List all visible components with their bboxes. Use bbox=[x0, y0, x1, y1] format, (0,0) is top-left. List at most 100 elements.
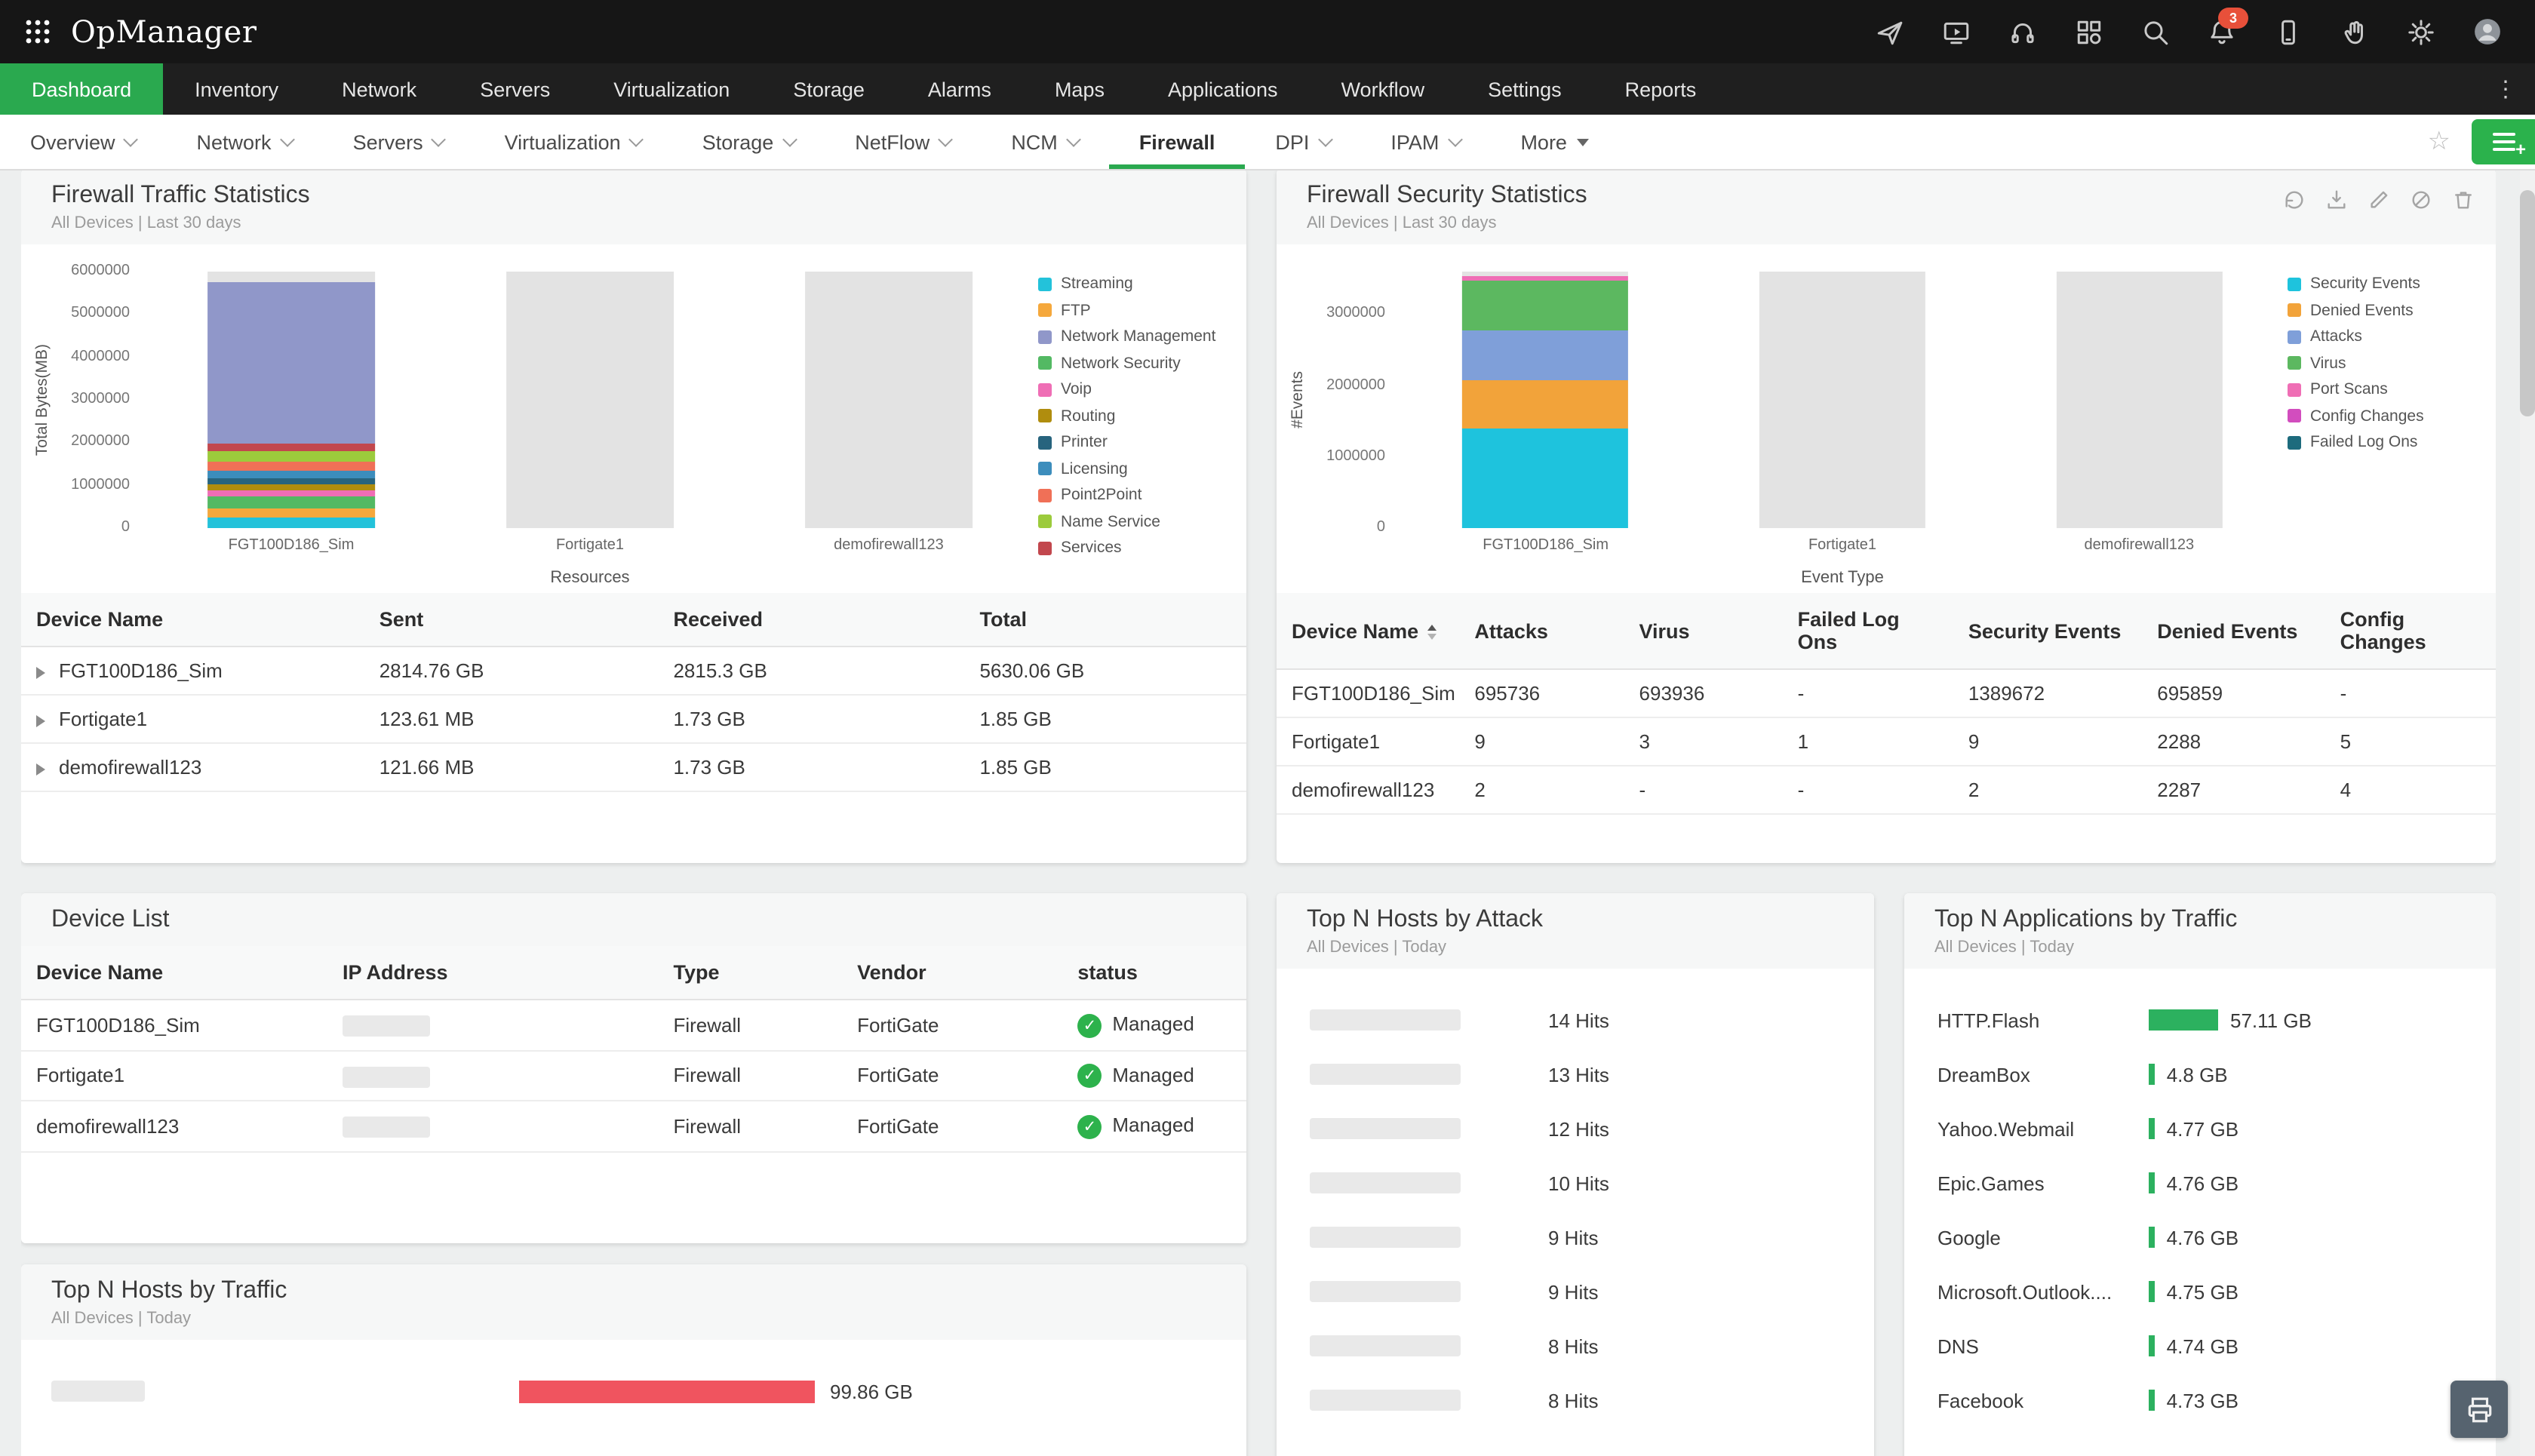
subnav-item-overview[interactable]: Overview bbox=[0, 115, 167, 169]
table-row[interactable]: FGT100D186_Sim 2814.76 GB 2815.3 GB 5630.06… bbox=[21, 647, 1246, 696]
scrollbar-thumb[interactable] bbox=[2520, 190, 2535, 416]
segment-security-events[interactable] bbox=[1462, 429, 1629, 528]
segment-licensing[interactable] bbox=[207, 471, 375, 479]
expand-icon[interactable] bbox=[36, 666, 45, 679]
legend-item-denied-events[interactable]: Denied Events bbox=[2288, 301, 2478, 319]
bar-fortigate1[interactable] bbox=[441, 272, 739, 528]
mobile-icon[interactable] bbox=[2274, 17, 2303, 46]
segment-services[interactable] bbox=[207, 444, 375, 452]
nav-item-storage[interactable]: Storage bbox=[793, 78, 865, 100]
subnav-item-more[interactable]: More bbox=[1490, 115, 1620, 169]
column-header-ip-address[interactable]: IP Address bbox=[327, 946, 659, 1000]
user-avatar[interactable] bbox=[2473, 17, 2502, 46]
list-item[interactable]: Google 4.76 GB bbox=[1904, 1210, 2496, 1264]
table-row[interactable]: Fortigate1 Firewall FortiGate ✓ Managed bbox=[21, 1050, 1246, 1102]
list-item[interactable]: Epic.Games 4.76 GB bbox=[1904, 1156, 2496, 1210]
column-header-total[interactable]: Total bbox=[964, 593, 1246, 647]
segment-ftp[interactable] bbox=[207, 508, 375, 518]
segment-denied-events[interactable] bbox=[1462, 379, 1629, 429]
list-item[interactable]: 14 Hits bbox=[1277, 993, 1874, 1047]
subnav-item-storage[interactable]: Storage bbox=[672, 115, 825, 169]
subnav-item-dpi[interactable]: DPI bbox=[1245, 115, 1360, 169]
legend-item-services[interactable]: Services bbox=[1038, 539, 1228, 557]
legend-item-routing[interactable]: Routing bbox=[1038, 407, 1228, 425]
expand-icon[interactable] bbox=[36, 763, 45, 776]
list-item[interactable]: Microsoft.Outlook.... 4.75 GB bbox=[1904, 1264, 2496, 1319]
print-widget-button[interactable] bbox=[2450, 1381, 2508, 1438]
modules-icon[interactable] bbox=[2075, 17, 2103, 46]
legend-item-attacks[interactable]: Attacks bbox=[2288, 327, 2478, 346]
sort-icon[interactable] bbox=[1427, 624, 1437, 640]
legend-item-printer[interactable]: Printer bbox=[1038, 433, 1228, 451]
column-header-virus[interactable]: Virus bbox=[1624, 593, 1783, 670]
table-row[interactable]: FGT100D186_Sim 695736 693936-1389672 695859… bbox=[1277, 669, 2496, 718]
segment-printer[interactable] bbox=[207, 478, 375, 485]
legend-item-point2point[interactable]: Point2Point bbox=[1038, 486, 1228, 504]
nav-item-workflow[interactable]: Workflow bbox=[1341, 78, 1425, 100]
column-header-failed-log-ons[interactable]: Failed Log Ons bbox=[1782, 593, 1953, 670]
edit-icon[interactable] bbox=[2368, 189, 2390, 219]
dashboard-menu-add-button[interactable]: + bbox=[2472, 119, 2535, 164]
nav-item-network[interactable]: Network bbox=[342, 78, 417, 100]
list-item[interactable]: Facebook 4.73 GB bbox=[1904, 1373, 2496, 1427]
legend-item-security-events[interactable]: Security Events bbox=[2288, 275, 2478, 293]
device-name-cell[interactable]: Fortigate1 bbox=[21, 1050, 327, 1102]
column-header-device-name[interactable]: Device Name bbox=[21, 946, 327, 1000]
table-row[interactable]: Fortigate1 9 3 1 9 2288 5 bbox=[1277, 717, 2496, 766]
column-header-received[interactable]: Received bbox=[658, 593, 965, 647]
nav-item-reports[interactable]: Reports bbox=[1624, 78, 1697, 100]
segment-network-security[interactable] bbox=[207, 496, 375, 509]
list-item[interactable]: 8 Hits bbox=[1277, 1373, 1874, 1427]
scrollbar-track[interactable] bbox=[2520, 169, 2535, 1456]
notifications-icon[interactable]: 3 bbox=[2208, 7, 2248, 46]
search-icon[interactable] bbox=[2141, 17, 2170, 46]
column-header-denied-events[interactable]: Denied Events bbox=[2142, 593, 2325, 670]
bar-fgt100d186-sim[interactable] bbox=[1397, 272, 1694, 528]
bar-fgt100d186-sim[interactable] bbox=[142, 272, 441, 528]
segment-attacks[interactable] bbox=[1462, 330, 1629, 380]
segment-name-service[interactable] bbox=[207, 451, 375, 462]
delete-icon[interactable] bbox=[2452, 189, 2475, 219]
favorite-star-icon[interactable]: ☆ bbox=[2427, 127, 2451, 155]
subnav-item-ncm[interactable]: NCM bbox=[981, 115, 1109, 169]
table-row[interactable]: demofirewall123 Firewall FortiGate ✓ Managed bbox=[21, 1101, 1246, 1153]
send-icon[interactable] bbox=[1876, 17, 1904, 46]
legend-item-port-scans[interactable]: Port Scans bbox=[2288, 380, 2478, 398]
gesture-icon[interactable] bbox=[2340, 17, 2369, 46]
table-row[interactable]: demofirewall123 2- -2 2287 4 bbox=[1277, 766, 2496, 815]
nav-item-inventory[interactable]: Inventory bbox=[195, 78, 279, 100]
nav-overflow-icon[interactable]: ⋮ bbox=[2494, 77, 2517, 103]
column-header-config-changes[interactable]: Config Changes bbox=[2325, 593, 2496, 670]
legend-item-virus[interactable]: Virus bbox=[2288, 354, 2478, 372]
bar-demofirewall123[interactable] bbox=[739, 272, 1038, 528]
device-name-cell[interactable]: demofirewall123 bbox=[21, 1101, 327, 1153]
expand-icon[interactable] bbox=[36, 714, 45, 727]
subnav-item-ipam[interactable]: IPAM bbox=[1360, 115, 1490, 169]
list-item[interactable]: 9 Hits bbox=[1277, 1264, 1874, 1319]
subnav-item-netflow[interactable]: NetFlow bbox=[825, 115, 981, 169]
list-item[interactable]: DNS 4.74 GB bbox=[1904, 1319, 2496, 1373]
settings-icon[interactable] bbox=[2407, 17, 2435, 46]
nav-item-virtualization[interactable]: Virtualization bbox=[613, 78, 730, 100]
subnav-item-network[interactable]: Network bbox=[167, 115, 323, 169]
legend-item-streaming[interactable]: Streaming bbox=[1038, 275, 1228, 293]
list-item[interactable]: 8 Hits bbox=[1277, 1319, 1874, 1373]
list-item[interactable]: 99.86 GB bbox=[21, 1364, 1246, 1418]
column-header-type[interactable]: Type bbox=[658, 946, 843, 1000]
apps-grid-icon[interactable] bbox=[24, 18, 51, 45]
table-row[interactable]: Fortigate1 123.61 MB 1.73 GB 1.85 GB bbox=[21, 695, 1246, 744]
column-header-vendor[interactable]: Vendor bbox=[842, 946, 1063, 1000]
subnav-item-firewall[interactable]: Firewall bbox=[1109, 115, 1246, 169]
nav-item-dashboard[interactable]: Dashboard bbox=[0, 63, 164, 115]
segment-port-scans[interactable] bbox=[1462, 276, 1629, 281]
list-item[interactable]: HTTP.Flash 57.11 GB bbox=[1904, 993, 2496, 1047]
table-row[interactable]: FGT100D186_Sim Firewall FortiGate ✓ Managed bbox=[21, 1000, 1246, 1052]
nav-item-settings[interactable]: Settings bbox=[1488, 78, 1562, 100]
column-header-attacks[interactable]: Attacks bbox=[1459, 593, 1624, 670]
legend-item-network-management[interactable]: Network Management bbox=[1038, 327, 1228, 346]
headset-icon[interactable] bbox=[2008, 17, 2037, 46]
subnav-item-virtualization[interactable]: Virtualization bbox=[475, 115, 672, 169]
detach-icon[interactable] bbox=[2410, 189, 2432, 219]
segment-network-management[interactable] bbox=[207, 281, 375, 444]
list-item[interactable]: 9 Hits bbox=[1277, 1210, 1874, 1264]
